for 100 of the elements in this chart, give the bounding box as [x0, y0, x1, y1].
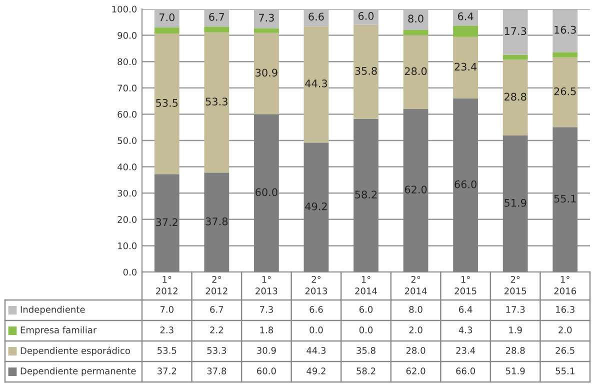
data-label: 30.9	[257, 347, 276, 354]
text: 55.1	[554, 194, 576, 203]
y-tick-label: 90.0	[118, 32, 137, 39]
data-label: 17.3	[506, 306, 525, 313]
text: 44.3	[305, 79, 327, 88]
y-tick-label: 70.0	[118, 84, 137, 92]
y-tick-label: 80.0	[118, 58, 137, 66]
text: 6.4	[458, 12, 474, 20]
data-label: 2.0	[558, 326, 572, 334]
data-label: 7.0	[160, 306, 174, 313]
data-label: 37.2	[158, 368, 176, 374]
bar	[453, 9, 478, 26]
bar	[354, 9, 378, 25]
bar	[502, 9, 528, 55]
bar	[154, 9, 180, 28]
x-tick-label: 1° 2012	[156, 276, 178, 294]
x-tick-label: 1° 2013	[256, 276, 278, 294]
data-label: 58.2	[356, 368, 376, 374]
text: 28.8	[504, 92, 526, 101]
bar	[304, 26, 329, 143]
bar	[254, 32, 279, 114]
y-tick-label: 10.0	[118, 242, 137, 250]
y-tick-label: 50.0	[118, 137, 137, 144]
data-label: 0.0	[359, 326, 373, 334]
bar	[552, 52, 578, 58]
y-tick-label: 30.0	[118, 190, 137, 197]
data-label: 35.8	[356, 347, 376, 354]
bar	[403, 9, 428, 30]
text: 58.2	[355, 190, 377, 198]
text: 8.0	[408, 14, 424, 23]
text: 66.0	[454, 180, 476, 188]
x-tick-label: 1° 2015	[454, 276, 476, 294]
data-label: 28.0	[406, 347, 426, 354]
data-label: 55.1	[556, 368, 574, 374]
text: 35.8	[355, 67, 377, 75]
bar	[204, 26, 230, 32]
text: 53.3	[206, 98, 228, 106]
legend-label: Dependiente esporádico	[20, 346, 130, 356]
text: 53.5	[156, 98, 178, 107]
bar	[204, 9, 230, 27]
data-label: 2.2	[210, 326, 223, 334]
data-label: 60.0	[257, 368, 276, 374]
x-tick-label: 1° 2014	[355, 276, 377, 294]
x-tick-label: 2° 2013	[305, 276, 327, 294]
text: 37.8	[206, 217, 228, 226]
text: 6.6	[308, 12, 324, 21]
data-label: 26.5	[556, 347, 574, 354]
text: 26.5	[554, 87, 576, 96]
bar	[254, 28, 279, 33]
data-label: 6.7	[210, 306, 224, 313]
data-label: 28.8	[506, 347, 525, 354]
text: 6.7	[209, 12, 224, 21]
y-tick-label: 40.0	[117, 164, 137, 170]
data-label: 51.9	[506, 368, 525, 374]
data-label: 23.4	[456, 347, 476, 354]
bar	[403, 30, 428, 36]
legend-label: Dependiente permanente	[20, 367, 136, 376]
data-label: 7.3	[260, 306, 273, 313]
text: 30.9	[256, 68, 278, 77]
data-label: 66.0	[456, 368, 476, 374]
data-label: 2.3	[160, 326, 174, 334]
x-tick-label: 2° 2012	[206, 276, 228, 294]
bar	[354, 24, 378, 119]
bar	[204, 32, 230, 173]
x-tick-label: 2° 2014	[404, 276, 427, 294]
data-label: 6.6	[310, 306, 323, 313]
legend-label: Empresa familiar	[20, 326, 97, 336]
bar	[154, 33, 180, 174]
text: 62.0	[404, 186, 427, 194]
bar	[552, 9, 578, 52]
x-tick-label: 2° 2015	[504, 276, 526, 294]
y-tick-label: 60.0	[118, 110, 137, 118]
data-label: 62.0	[406, 368, 426, 374]
text: 6.0	[358, 12, 374, 20]
data-label: 6.0	[359, 306, 373, 313]
bar	[453, 26, 478, 37]
text: 23.4	[454, 62, 477, 71]
data-label: 0.0	[310, 326, 323, 334]
bar	[453, 36, 478, 98]
text: 51.9	[504, 198, 526, 207]
data-label: 4.3	[458, 326, 472, 334]
text: 7.3	[259, 14, 274, 22]
text: 17.3	[504, 27, 526, 36]
text: 49.2	[305, 202, 327, 210]
x-tick-label: 1° 2016	[554, 276, 576, 294]
bar	[403, 35, 428, 109]
data-label: 53.5	[158, 347, 176, 354]
bar	[502, 54, 528, 60]
y-tick-label: 100.0	[112, 6, 137, 13]
text: 37.2	[156, 218, 178, 226]
data-label: 16.3	[556, 306, 574, 313]
text: 60.0	[256, 188, 278, 196]
bar	[154, 27, 180, 34]
data-label: 2.0	[409, 326, 422, 334]
text: 7.0	[159, 13, 174, 22]
data-label: 1.8	[260, 326, 274, 334]
bar	[552, 57, 578, 128]
legend-label: Independiente	[20, 306, 85, 315]
data-label: 44.3	[306, 347, 326, 354]
text: 28.0	[404, 67, 427, 76]
